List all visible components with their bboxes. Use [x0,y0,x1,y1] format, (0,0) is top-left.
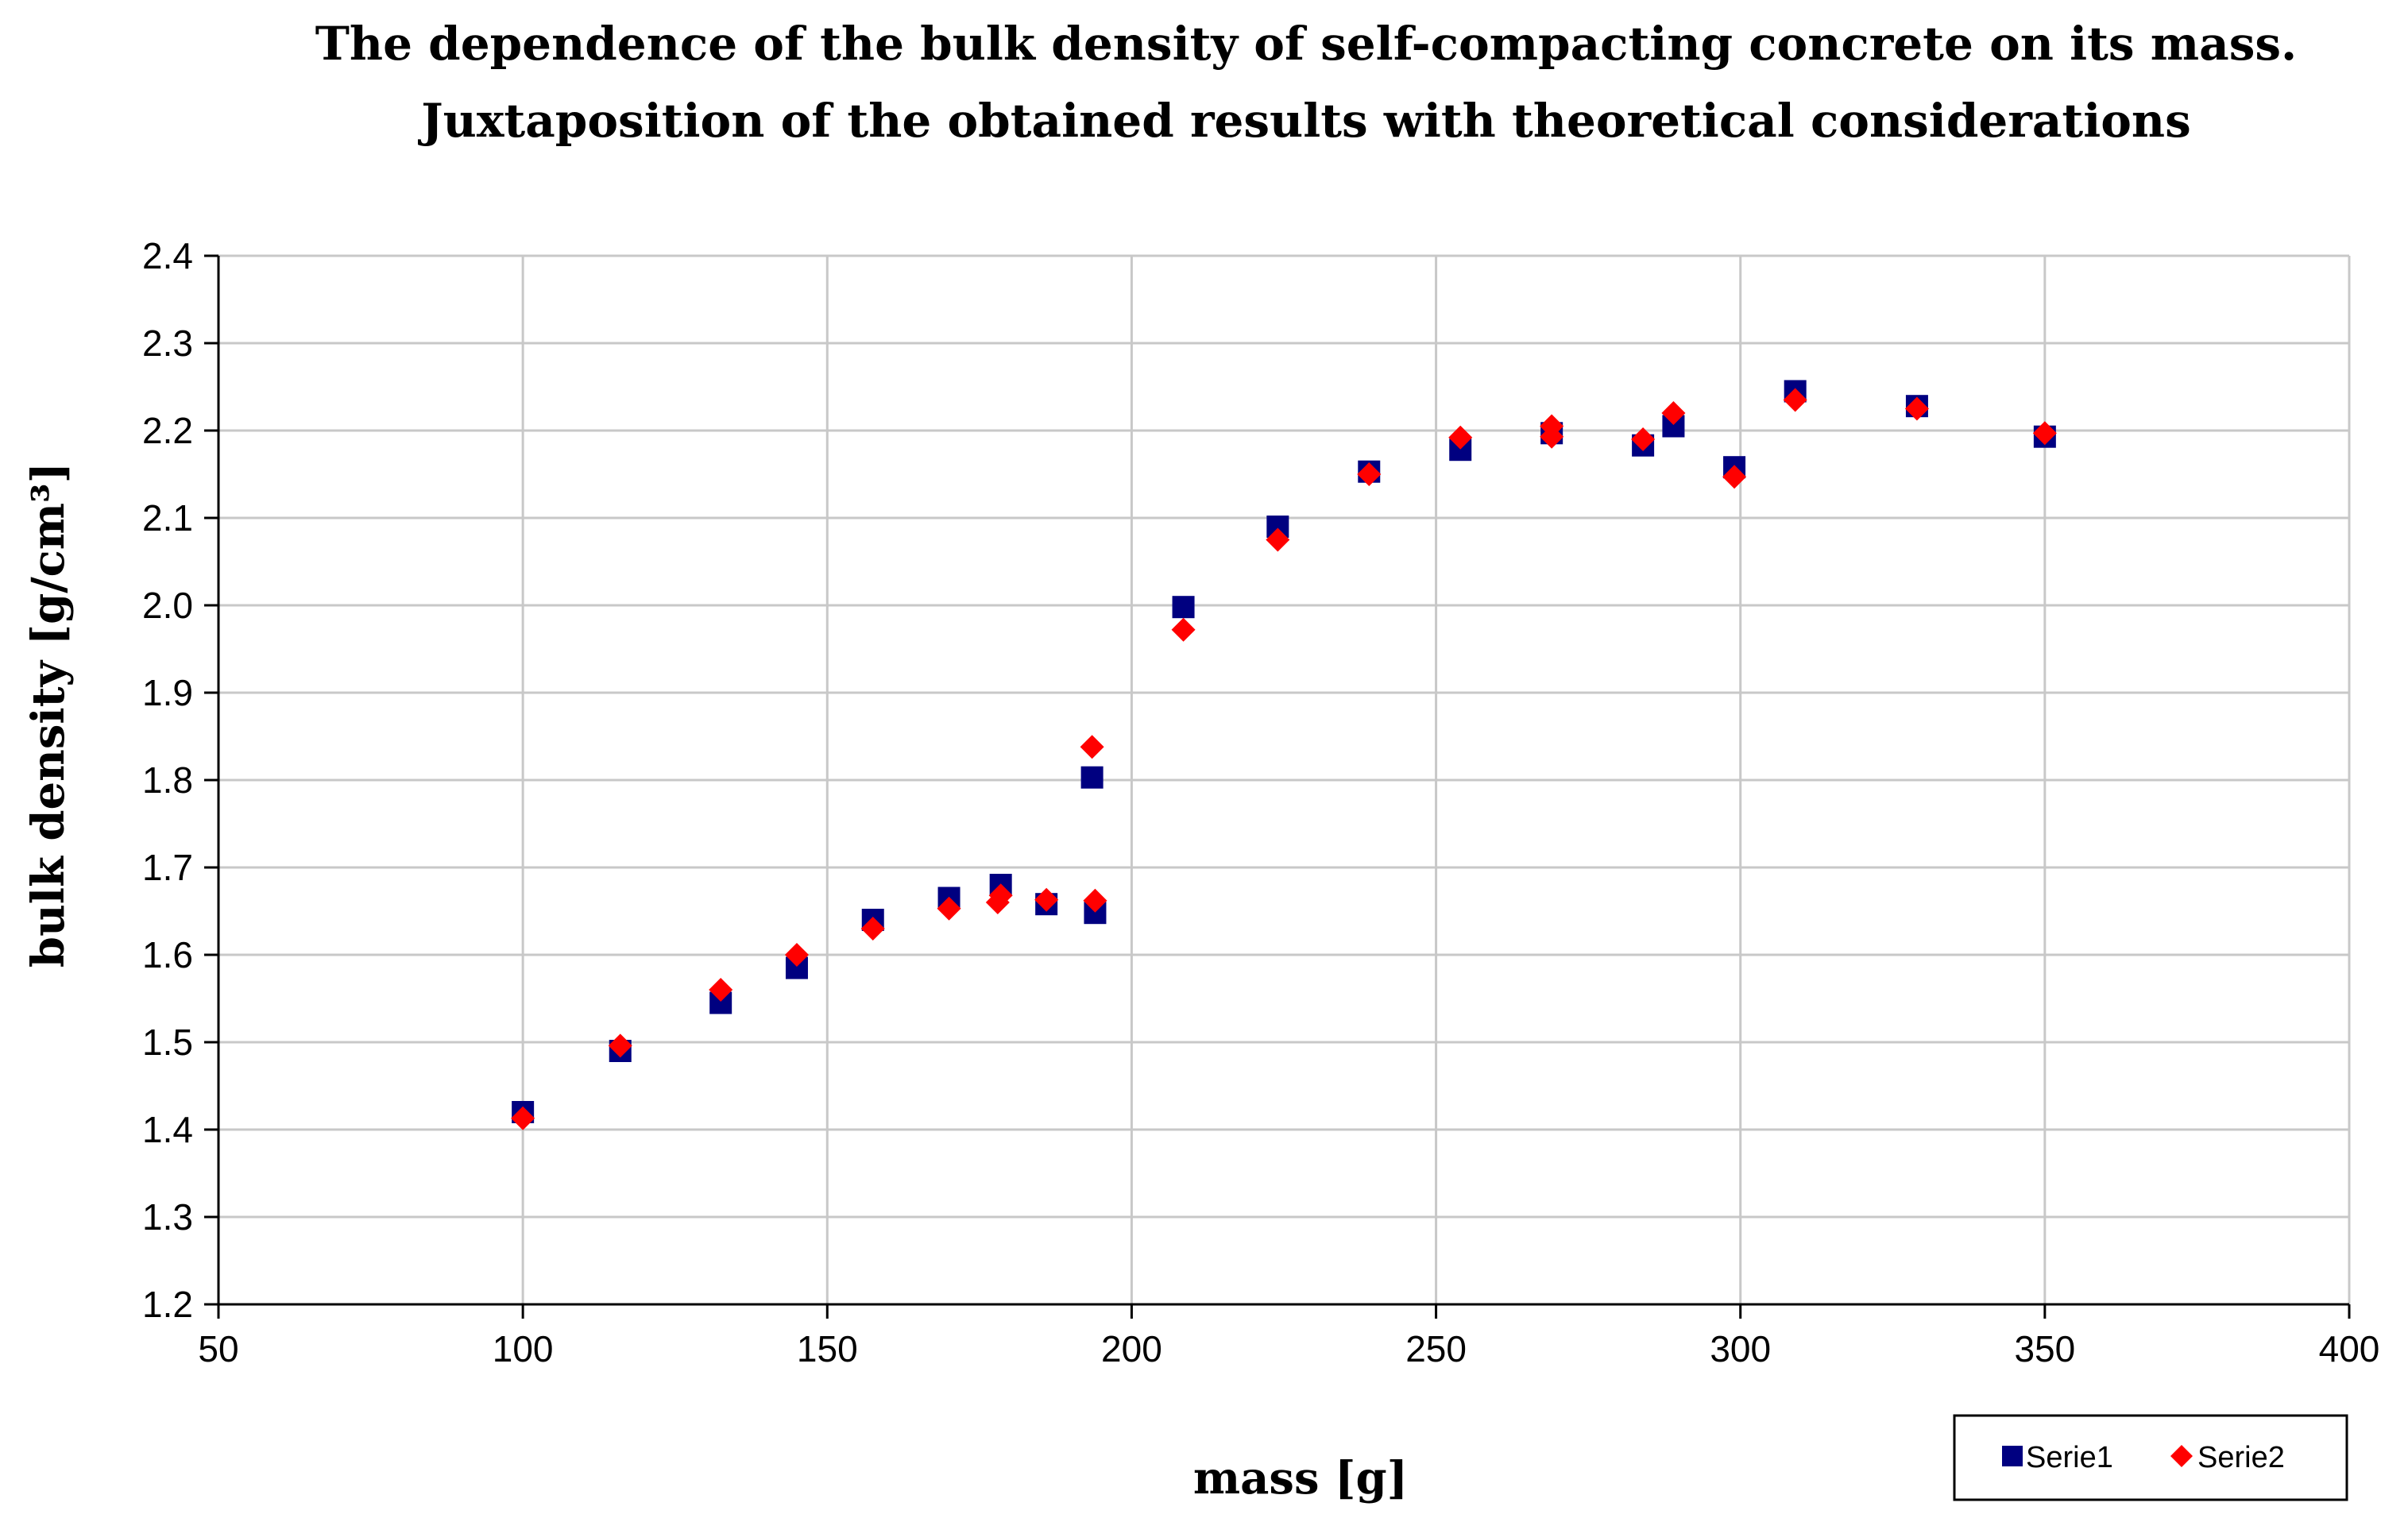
y-tick-label: 1.6 [142,934,193,975]
chart-title-line-2: Juxtaposition of the obtained results wi… [417,94,2191,148]
y-tick-label: 1.2 [142,1284,193,1325]
y-tick-label: 1.7 [142,847,193,888]
serie1-points [512,380,2056,1124]
serie2-point [1080,735,1104,759]
x-tick-label: 150 [797,1328,858,1369]
legend-serie1-label: Serie1 [2026,1441,2113,1474]
y-tick-label: 1.5 [142,1022,193,1063]
y-axis-label: bulk density [g/cm³] [22,462,75,968]
y-tick-label: 1.3 [142,1196,193,1238]
y-tick-label: 1.9 [142,672,193,713]
x-tick-label: 300 [1710,1328,1771,1369]
chart-title-line-1: The dependence of the bulk density of se… [315,17,2297,71]
y-tick-label: 2.2 [142,410,193,451]
x-axis-label: mass [g] [1193,1452,1408,1505]
y-tick-label: 1.4 [142,1109,193,1150]
serie2-points [511,388,2057,1130]
y-tick-label: 2.3 [142,323,193,364]
y-tick-label: 2.4 [142,235,193,276]
axes [204,256,2349,1319]
x-tick-label: 50 [198,1328,238,1369]
serie1-point [1081,767,1104,789]
x-tick-label: 400 [2319,1328,2380,1369]
x-tick-label: 100 [493,1328,554,1369]
legend-serie1-marker [2002,1446,2023,1466]
x-tick-label: 350 [2014,1328,2075,1369]
x-tick-label: 200 [1101,1328,1162,1369]
y-tick-label: 2.1 [142,497,193,539]
legend: Serie1 Serie2 [1954,1416,2347,1500]
y-tick-label: 1.8 [142,759,193,801]
scatter-chart: The dependence of the bulk density of se… [0,0,2408,1522]
x-tick-label: 250 [1405,1328,1467,1369]
serie2-point [1172,618,1196,642]
serie1-point [1173,596,1195,618]
y-tick-labels: 1.2 1.3 1.4 1.5 1.6 1.7 1.8 1.9 2.0 2.1 2.2 2.3 2.4 [142,235,193,1325]
x-tick-labels: 50 100 150 200 250 300 350 400 [198,1328,2379,1369]
legend-serie2-label: Serie2 [2197,1441,2285,1474]
grid-lines [218,256,2349,1304]
y-tick-label: 2.0 [142,585,193,626]
